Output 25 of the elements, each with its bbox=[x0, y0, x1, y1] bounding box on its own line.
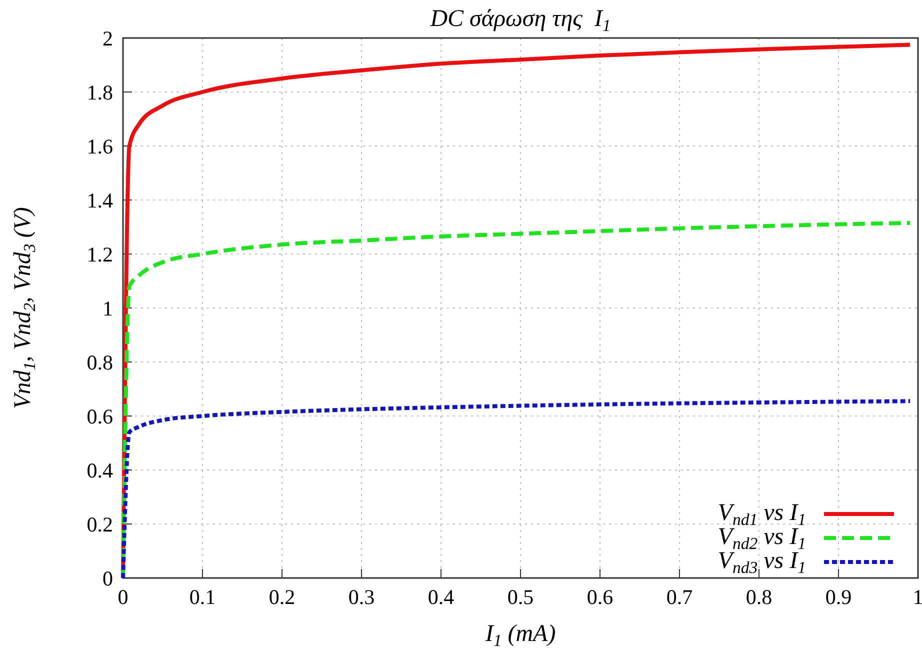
x-tick-label: 0.1 bbox=[189, 585, 216, 609]
y-tick-label: 1.8 bbox=[86, 80, 113, 104]
y-tick-label: 1 bbox=[102, 296, 113, 320]
x-tick-label: 0.3 bbox=[348, 585, 375, 609]
line-series bbox=[121, 399, 912, 580]
y-tick-label: 0 bbox=[102, 566, 113, 590]
y-tick-label: 2 bbox=[102, 26, 113, 50]
x-tick-label: 0 bbox=[118, 585, 128, 609]
y-tick-label: 0.2 bbox=[86, 512, 113, 536]
y-tick-label: 0.6 bbox=[86, 404, 113, 428]
x-tick-label: 0.5 bbox=[507, 585, 534, 609]
x-tick-label: 0.9 bbox=[825, 585, 852, 609]
y-tick-label: 1.4 bbox=[86, 188, 114, 212]
y-tick-label: 0.8 bbox=[86, 350, 113, 374]
x-tick-label: 1 bbox=[912, 585, 922, 609]
x-tick-label: 0.4 bbox=[428, 585, 455, 609]
y-tick-label: 1.2 bbox=[86, 242, 113, 266]
chart-title: DC σάρωση της I$_{1}$ bbox=[429, 6, 611, 36]
y-tick-label: 0.4 bbox=[86, 458, 114, 482]
x-axis-title: I$_{1}$ (mA) bbox=[484, 621, 556, 650]
x-tick-label: 0.8 bbox=[746, 585, 772, 609]
y-tick-label: 1.6 bbox=[86, 134, 113, 158]
x-tick-label: 0.6 bbox=[586, 585, 614, 609]
x-tick-label: 0.7 bbox=[666, 585, 693, 609]
x-tick-label: 0.2 bbox=[268, 585, 296, 609]
